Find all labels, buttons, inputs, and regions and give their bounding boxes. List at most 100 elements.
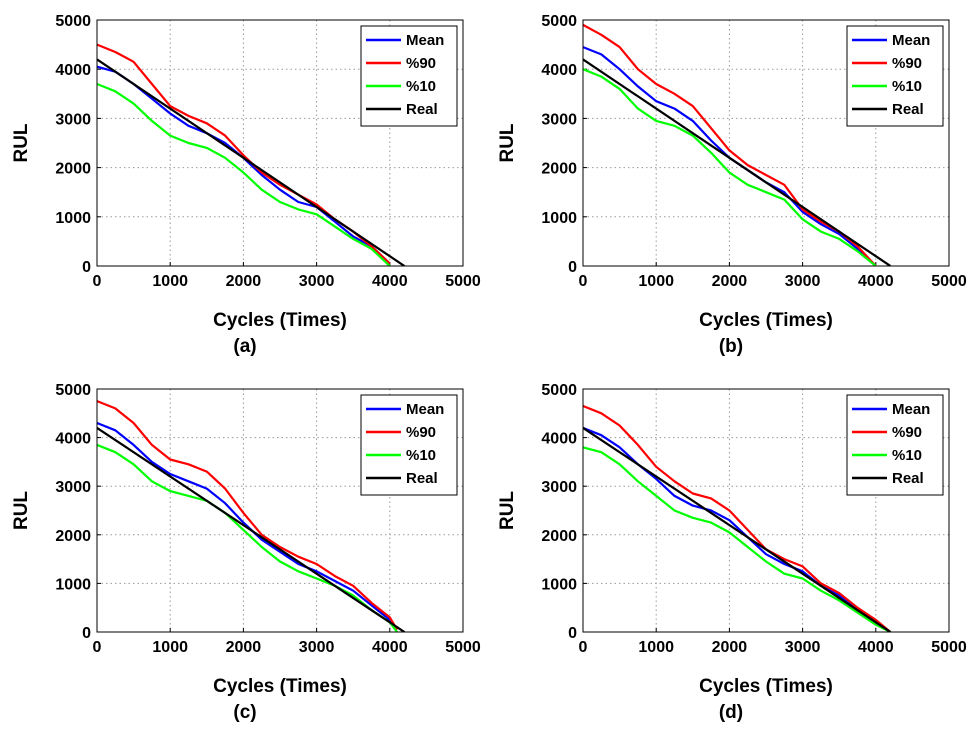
legend-label: Mean <box>892 401 930 418</box>
y-tick-label: 2000 <box>55 528 91 545</box>
series-group <box>97 400 406 632</box>
series-line-p10 <box>583 446 891 632</box>
x-tick-label: 0 <box>93 639 102 656</box>
x-tick-label: 2000 <box>226 639 262 656</box>
legend-label: %10 <box>892 447 922 464</box>
y-tick-label: 5000 <box>55 382 91 399</box>
series-line-real <box>583 426 892 632</box>
x-tick-label: 1000 <box>152 273 188 290</box>
x-tick-label: 0 <box>579 273 588 290</box>
series-line-p10 <box>97 82 391 266</box>
y-tick-label: 4000 <box>541 62 577 79</box>
y-tick-label: 1000 <box>55 576 91 593</box>
legend-label: Real <box>406 101 438 118</box>
x-tick-label: 2000 <box>226 273 262 290</box>
chart-panel-3: 0 1000 2000 3000 4000 5000 0 1000 2000 3000 4000 50… <box>11 382 481 723</box>
legend-label: %10 <box>892 78 922 95</box>
y-tick-label: 2000 <box>541 528 577 545</box>
legend-label: Mean <box>406 32 444 49</box>
y-tick-label: 5000 <box>541 13 577 30</box>
x-tick-label: 0 <box>93 273 102 290</box>
x-tick-label: 4000 <box>372 273 408 290</box>
x-tick-label: 3000 <box>299 273 335 290</box>
y-axis-label: RUL <box>497 123 518 162</box>
x-axis-label: Cycles (Times) <box>699 676 833 697</box>
series-group <box>583 23 892 266</box>
x-tick-label: 2000 <box>712 639 748 656</box>
axes-frame <box>582 19 950 267</box>
series-line-p10 <box>97 443 398 632</box>
series-line-p90 <box>583 404 892 632</box>
y-axis-label: RUL <box>11 491 32 530</box>
series-line-p90 <box>97 400 399 631</box>
y-tick-label: 5000 <box>55 13 91 30</box>
y-tick-label: 5000 <box>541 382 577 399</box>
series-line-p90 <box>583 23 877 266</box>
y-tick-label: 1000 <box>541 210 577 227</box>
legend: Mean %90 %10 Real <box>360 25 458 127</box>
axes-frame <box>96 388 464 633</box>
x-tick-label: 5000 <box>445 273 481 290</box>
series-group <box>97 43 406 266</box>
legend-label: %10 <box>406 78 436 95</box>
y-tick-label: 2000 <box>541 161 577 178</box>
y-tick-label: 3000 <box>541 479 577 496</box>
series-line-real <box>583 58 892 266</box>
panel-label: (a) <box>233 336 256 357</box>
y-tick-label: 3000 <box>55 479 91 496</box>
y-tick-label: 0 <box>82 625 91 642</box>
y-tick-label: 1000 <box>55 210 91 227</box>
y-axis-label: RUL <box>497 491 518 530</box>
x-tick-label: 1000 <box>152 639 188 656</box>
x-tick-label: 3000 <box>785 639 821 656</box>
legend-label: Real <box>892 470 924 487</box>
y-tick-label: 3000 <box>541 111 577 128</box>
y-tick-label: 2000 <box>55 161 91 178</box>
y-tick-label: 4000 <box>541 431 577 448</box>
legend-label: %90 <box>892 55 922 72</box>
panel-label: (b) <box>719 336 743 357</box>
panel-label: (c) <box>233 702 256 723</box>
legend-label: Real <box>892 101 924 118</box>
y-tick-label: 4000 <box>55 431 91 448</box>
x-tick-label: 0 <box>579 639 588 656</box>
x-axis-label: Cycles (Times) <box>213 310 347 331</box>
y-tick-label: 0 <box>568 259 577 276</box>
y-tick-label: 4000 <box>55 62 91 79</box>
axes-frame <box>96 19 464 267</box>
legend-label: Mean <box>892 32 930 49</box>
legend-label: %10 <box>406 447 436 464</box>
x-axis-label: Cycles (Times) <box>699 310 833 331</box>
x-tick-label: 5000 <box>445 639 481 656</box>
legend-label: Real <box>406 470 438 487</box>
y-tick-label: 0 <box>568 625 577 642</box>
x-tick-label: 4000 <box>858 639 894 656</box>
y-tick-label: 1000 <box>541 576 577 593</box>
x-axis-label: Cycles (Times) <box>213 676 347 697</box>
x-tick-label: 4000 <box>372 639 408 656</box>
legend: Mean %90 %10 Real <box>360 394 458 496</box>
x-tick-label: 1000 <box>638 273 674 290</box>
legend: Mean %90 %10 Real <box>846 394 944 496</box>
legend-label: Mean <box>406 401 444 418</box>
x-tick-label: 1000 <box>638 639 674 656</box>
panel-label: (d) <box>719 702 743 723</box>
series-line-real <box>97 426 406 632</box>
x-tick-label: 5000 <box>931 273 967 290</box>
x-tick-label: 5000 <box>931 639 967 656</box>
chart-panel-4: 0 1000 2000 3000 4000 5000 0 1000 2000 3000 4000 50… <box>497 382 967 723</box>
legend: Mean %90 %10 Real <box>846 25 944 127</box>
legend-label: %90 <box>406 424 436 441</box>
chart-panel-1: 0 1000 2000 3000 4000 5000 0 1000 2000 3000 4000 50… <box>11 13 481 357</box>
y-axis-label: RUL <box>11 123 32 162</box>
legend-label: %90 <box>892 424 922 441</box>
series-group <box>583 404 892 632</box>
x-tick-label: 3000 <box>299 639 335 656</box>
x-tick-label: 2000 <box>712 273 748 290</box>
legend-label: %90 <box>406 55 436 72</box>
x-tick-label: 3000 <box>785 273 821 290</box>
series-line-p10 <box>583 68 877 266</box>
chart-panel-2: 0 1000 2000 3000 4000 5000 0 1000 2000 3000 4000 50… <box>497 13 967 357</box>
y-tick-label: 0 <box>82 259 91 276</box>
